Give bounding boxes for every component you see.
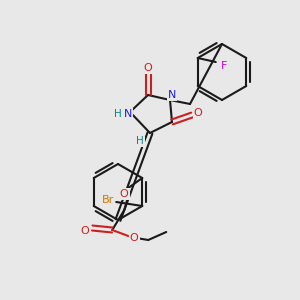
Text: O: O (194, 108, 202, 118)
Text: Br: Br (102, 195, 114, 205)
Text: O: O (120, 189, 129, 199)
Text: O: O (81, 226, 90, 236)
Text: O: O (144, 63, 152, 73)
Text: H: H (136, 136, 144, 146)
Text: N: N (124, 109, 132, 119)
Text: F: F (220, 61, 227, 71)
Text: O: O (130, 233, 139, 243)
Text: H: H (114, 109, 122, 119)
Text: N: N (168, 90, 176, 100)
